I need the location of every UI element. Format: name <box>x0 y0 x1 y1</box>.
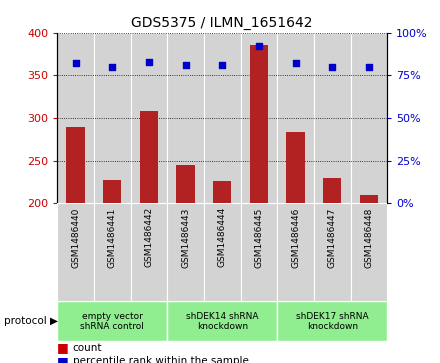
Bar <box>286 132 305 203</box>
Point <box>145 59 152 65</box>
Bar <box>241 33 277 203</box>
Text: empty vector
shRNA control: empty vector shRNA control <box>80 311 144 331</box>
Point <box>292 61 299 66</box>
Text: GSM1486446: GSM1486446 <box>291 207 300 268</box>
Point <box>329 64 336 70</box>
Bar <box>103 180 121 203</box>
Point <box>72 61 79 66</box>
Bar <box>204 203 241 301</box>
Text: GSM1486448: GSM1486448 <box>364 207 374 268</box>
Text: GSM1486440: GSM1486440 <box>71 207 80 268</box>
Bar <box>351 203 387 301</box>
Text: count: count <box>73 343 102 353</box>
Point <box>109 64 116 70</box>
Bar <box>314 33 351 203</box>
Bar <box>204 33 241 203</box>
Bar <box>94 203 131 301</box>
Point <box>182 62 189 68</box>
Bar <box>277 203 314 301</box>
Text: percentile rank within the sample: percentile rank within the sample <box>73 356 249 363</box>
Bar <box>277 33 314 203</box>
Bar <box>213 181 231 203</box>
Bar <box>57 203 94 301</box>
Bar <box>277 301 387 341</box>
Bar <box>57 301 167 341</box>
Point <box>365 64 372 70</box>
Text: protocol ▶: protocol ▶ <box>4 316 59 326</box>
Text: shDEK14 shRNA
knockdown: shDEK14 shRNA knockdown <box>186 311 258 331</box>
Bar <box>323 178 341 203</box>
Bar <box>314 203 351 301</box>
Text: ■: ■ <box>57 355 69 363</box>
Point <box>255 44 262 49</box>
Bar <box>176 165 195 203</box>
Text: GSM1486444: GSM1486444 <box>218 207 227 268</box>
Point <box>219 62 226 68</box>
Bar <box>131 33 167 203</box>
Text: GSM1486443: GSM1486443 <box>181 207 190 268</box>
Text: GSM1486445: GSM1486445 <box>254 207 264 268</box>
Text: shDEK17 shRNA
knockdown: shDEK17 shRNA knockdown <box>296 311 369 331</box>
Bar <box>360 195 378 203</box>
Bar <box>94 33 131 203</box>
Bar <box>351 33 387 203</box>
Bar <box>57 33 94 203</box>
Bar <box>241 203 277 301</box>
Bar <box>66 126 85 203</box>
Bar <box>250 45 268 203</box>
Text: GSM1486441: GSM1486441 <box>108 207 117 268</box>
Bar <box>140 111 158 203</box>
Text: ■: ■ <box>57 341 69 354</box>
Text: GSM1486447: GSM1486447 <box>328 207 337 268</box>
Bar <box>131 203 167 301</box>
Bar <box>167 301 277 341</box>
Title: GDS5375 / ILMN_1651642: GDS5375 / ILMN_1651642 <box>132 16 313 30</box>
Bar <box>167 203 204 301</box>
Text: GSM1486442: GSM1486442 <box>144 207 154 268</box>
Bar <box>167 33 204 203</box>
